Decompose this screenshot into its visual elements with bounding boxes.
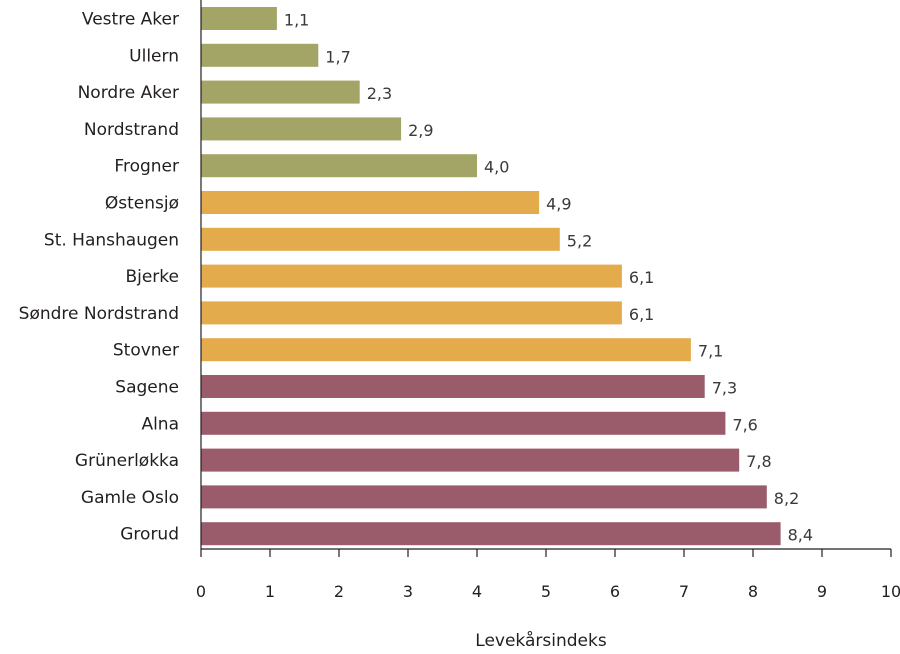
value-label: 7,1 [698,342,723,361]
value-label: 4,0 [484,158,509,177]
x-tick-label: 5 [541,582,551,601]
category-label: Grorud [120,525,179,545]
x-tick-label: 6 [610,582,620,601]
x-tick-label: 10 [881,582,900,601]
x-axis-title: Levekårsindeks [475,630,607,651]
x-tick-label: 9 [817,582,827,601]
value-label: 1,7 [325,47,350,66]
category-label: Ullern [129,46,179,66]
category-label: Stovner [113,341,179,361]
bar-nordre-aker [201,80,360,104]
category-label: Nordstrand [84,120,179,140]
category-label: Alna [141,414,179,434]
bar-grünerløkka [201,448,740,472]
category-label: Østensjø [105,194,179,214]
bar-nordstrand [201,117,402,141]
bar-søndre-nordstrand [201,301,622,325]
value-label: 2,3 [367,84,392,103]
bar-østensjø [201,191,540,214]
value-label: 6,1 [629,268,654,287]
category-label: Bjerke [125,267,179,287]
category-label: Vestre Aker [82,10,179,30]
x-axis: 0 1 2 3 4 5 6 7 8 9 10 [196,0,900,601]
bars-group [201,7,781,546]
category-label: Sagene [115,378,179,398]
value-label: 6,1 [629,305,654,324]
bar-st-hanshaugen [201,227,560,251]
bar-frogner [201,154,477,178]
value-label: 8,2 [774,489,799,508]
x-tick-label: 7 [679,582,689,601]
value-label: 2,9 [408,121,433,140]
value-label: 7,3 [712,379,737,398]
value-labels: 1,11,72,32,94,04,95,26,16,17,17,37,67,88… [284,11,813,545]
x-tick-label: 1 [265,582,275,601]
value-label: 8,4 [788,526,813,545]
value-label: 4,9 [546,195,571,214]
value-label: 7,6 [732,415,757,434]
x-tick-label: 0 [196,582,206,601]
x-tick-label: 3 [403,582,413,601]
bar-ullern [201,43,319,67]
category-labels: Vestre Aker Ullern Nordre Aker Nordstrand Fr… [19,10,179,545]
value-label: 1,1 [284,11,309,30]
bar-sagene [201,375,705,398]
bar-gamle-oslo [201,485,767,509]
x-tick-label: 4 [472,582,482,601]
bar-bjerke [201,264,622,288]
x-tick-label: 2 [334,582,344,601]
x-tick-label: 8 [748,582,758,601]
category-label: Gamle Oslo [81,488,179,508]
value-label: 5,2 [567,231,592,250]
category-label: St. Hanshaugen [44,230,179,250]
bar-grorud [201,522,781,546]
value-label: 7,8 [746,452,771,471]
bar-vestre-aker [201,7,277,30]
category-label: Grünerløkka [75,451,179,471]
bar-alna [201,411,726,435]
bar-stovner [201,338,691,362]
category-label: Nordre Aker [78,83,179,103]
category-label: Frogner [114,157,179,177]
category-label: Søndre Nordstrand [19,304,179,324]
